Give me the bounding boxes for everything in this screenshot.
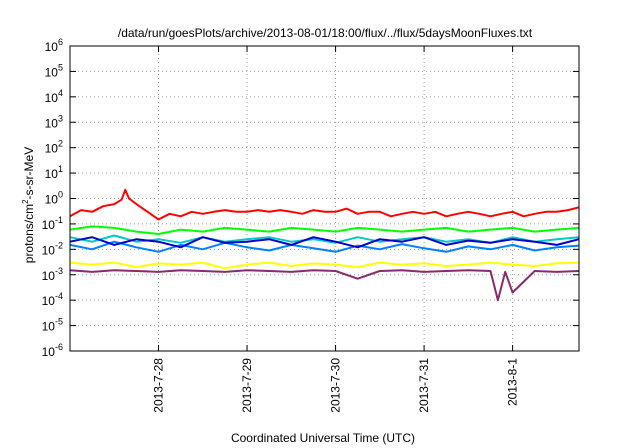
y-axis: 10-610-510-410-310-210-11001011021031041…	[42, 37, 579, 359]
y-tick-label: 10-5	[42, 317, 63, 334]
grid	[70, 46, 579, 351]
y-tick-exponent: 4	[58, 88, 63, 98]
y-tick-exponent: -3	[55, 266, 63, 276]
series-line-6	[69, 261, 580, 270]
y-axis-label: protons/cm2-s-sr-MeV	[21, 147, 36, 263]
x-tick-label: 2013-7-29	[240, 358, 254, 413]
y-tick-base: 10	[42, 243, 56, 257]
y-tick-label: 10-6	[42, 342, 63, 359]
y-tick-label: 102	[45, 139, 63, 156]
y-tick-base: 10	[42, 320, 56, 334]
y-tick-label: 100	[45, 190, 63, 207]
x-tick-label: 2013-7-31	[417, 358, 431, 413]
y-tick-exponent: 6	[58, 37, 63, 47]
x-axis: 2013-7-28 2013-7-29 2013-7-30 2013-7-31 2013…	[152, 46, 520, 413]
y-axis-label-pre: protons/cm	[22, 204, 36, 263]
y-tick-base: 10	[45, 116, 59, 130]
y-tick-base: 10	[42, 294, 56, 308]
series-line-1	[69, 188, 580, 221]
y-tick-base: 10	[42, 269, 56, 283]
y-tick-exponent: -6	[55, 342, 63, 352]
y-tick-label: 101	[45, 164, 63, 181]
y-tick-base: 10	[42, 218, 56, 232]
y-tick-exponent: 3	[58, 113, 63, 123]
series-line-2	[69, 225, 580, 235]
y-tick-exponent: -1	[55, 215, 63, 225]
y-tick-exponent: 0	[58, 190, 63, 200]
y-tick-label: 106	[45, 37, 63, 54]
y-tick-exponent: 1	[58, 164, 63, 174]
y-tick-label: 103	[45, 113, 63, 130]
y-tick-base: 10	[45, 142, 59, 156]
y-tick-exponent: -5	[55, 317, 63, 327]
y-tick-base: 10	[45, 193, 59, 207]
y-tick-base: 10	[45, 167, 59, 181]
y-tick-base: 10	[42, 345, 56, 359]
x-tick-label: 2013-8-1	[506, 358, 520, 406]
y-tick-exponent: 5	[58, 62, 63, 72]
y-tick-label: 105	[45, 62, 63, 79]
x-tick-label: 2013-7-30	[329, 358, 343, 413]
y-tick-label: 10-1	[42, 215, 63, 232]
x-tick-label: 2013-7-28	[152, 358, 166, 413]
y-axis-label-sup: 2	[21, 199, 30, 204]
y-tick-label: 10-4	[42, 291, 63, 308]
y-tick-base: 10	[45, 91, 59, 105]
series-line-5	[69, 236, 580, 249]
series-group	[69, 188, 580, 302]
y-tick-base: 10	[45, 40, 59, 54]
y-tick-exponent: -2	[55, 240, 63, 250]
y-tick-label: 10-3	[42, 266, 63, 283]
x-axis-label: Coordinated Universal Time (UTC)	[231, 431, 415, 445]
series-line-4	[69, 240, 580, 253]
chart-title: /data/run/goesPlots/archive/2013-08-01/1…	[118, 26, 533, 40]
y-tick-base: 10	[45, 65, 59, 79]
y-tick-label: 104	[45, 88, 63, 105]
y-tick-exponent: 2	[58, 139, 63, 149]
series-line-7	[69, 269, 580, 302]
y-tick-exponent: -4	[55, 291, 63, 301]
y-axis-label-post: -s-sr-MeV	[22, 147, 36, 200]
y-tick-label: 10-2	[42, 240, 63, 257]
